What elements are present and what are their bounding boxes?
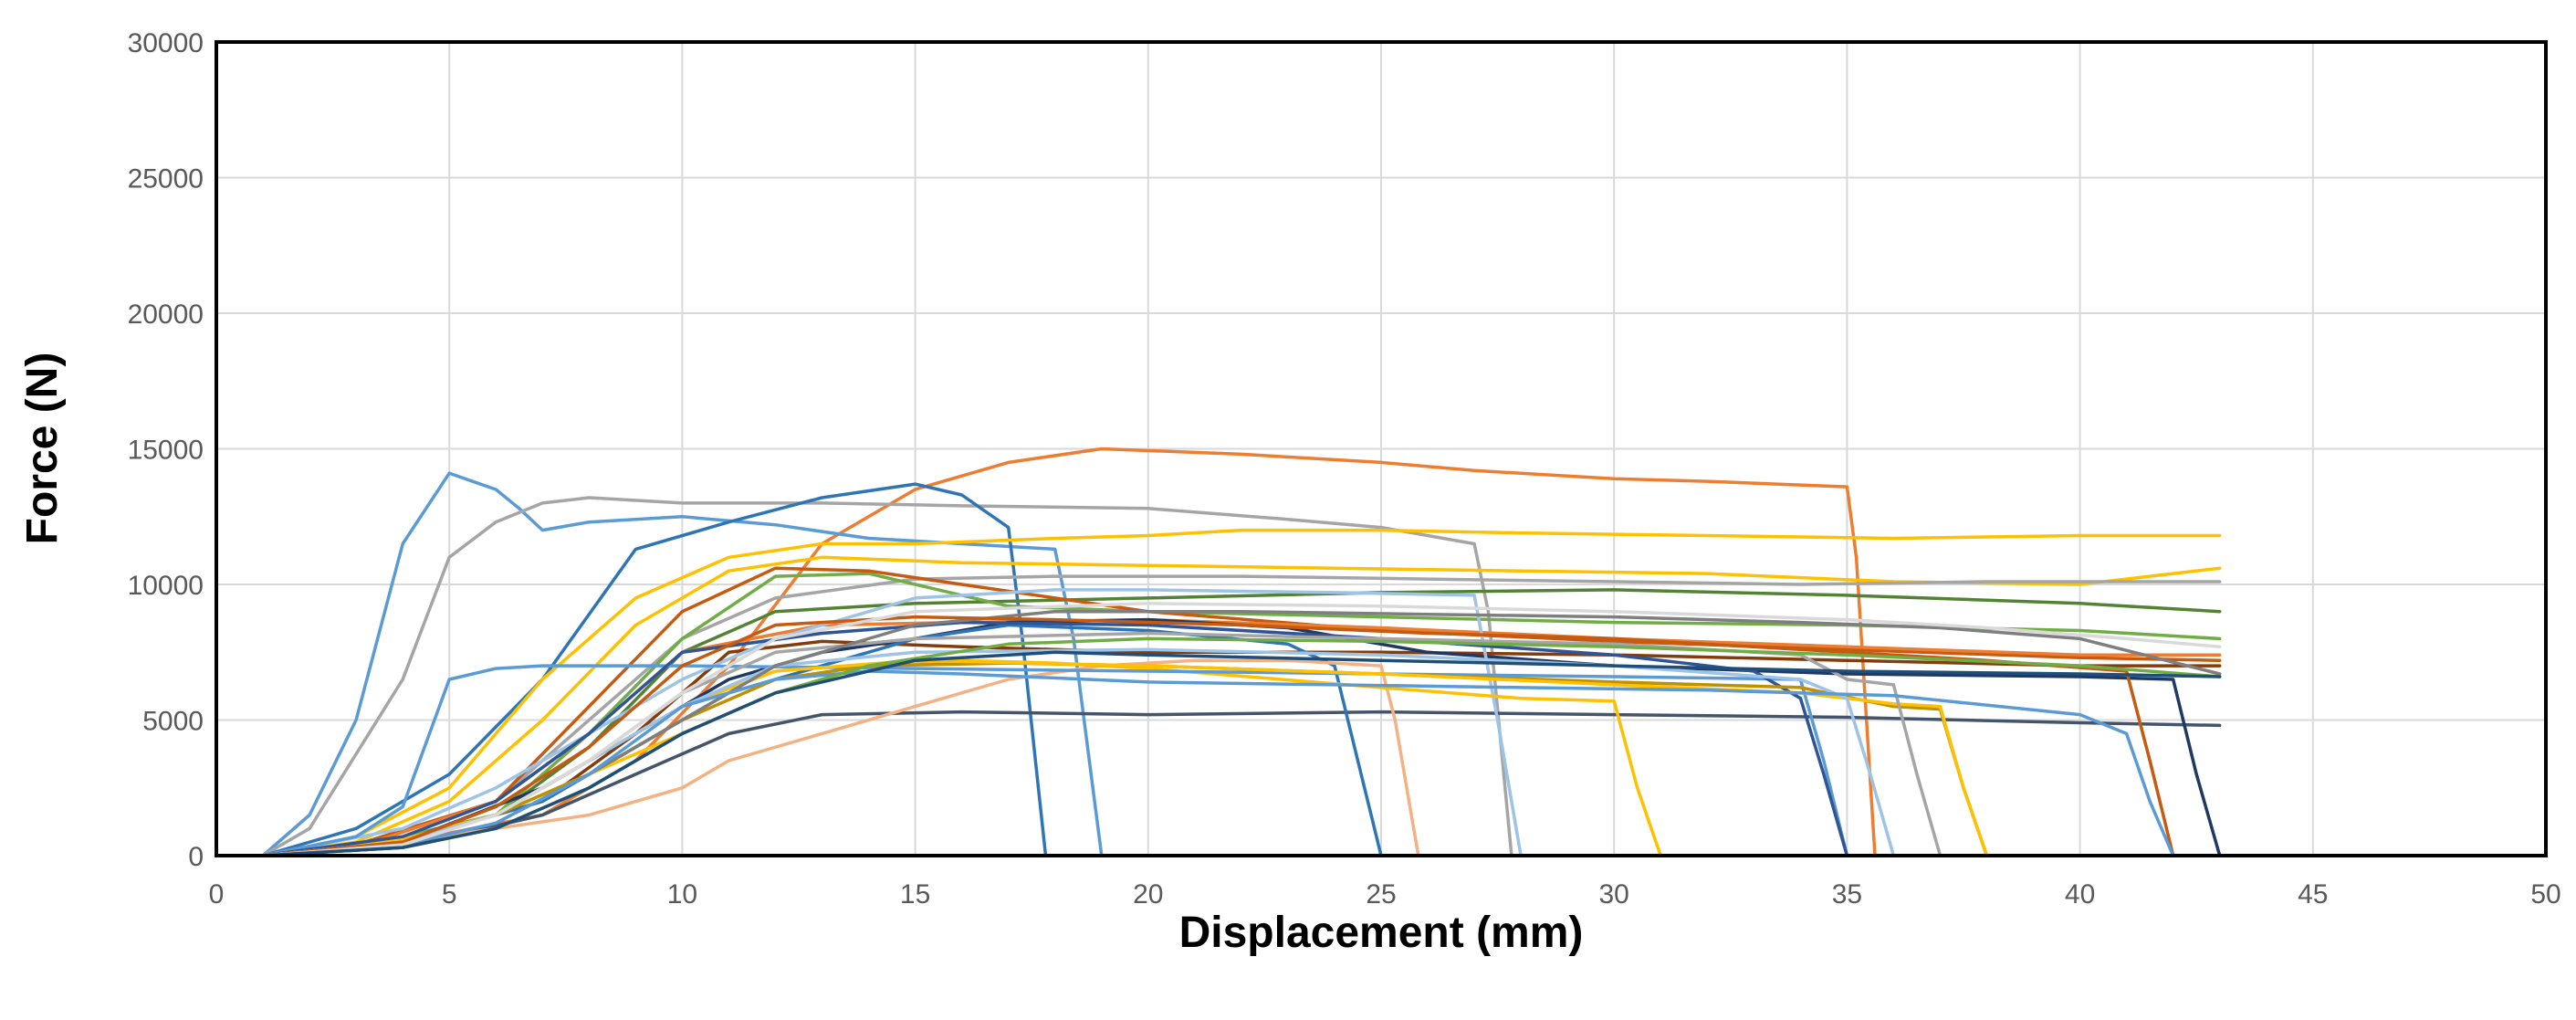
series-line-10 (261, 566, 2222, 857)
x-tick-label: 15 (900, 879, 930, 910)
y-axis-tick-labels: 0 5000 10000 15000 20000 25000 30000 (128, 28, 204, 872)
series-line-17 (261, 658, 1420, 857)
x-tick-label: 10 (667, 879, 697, 910)
y-tick-label: 0 (188, 842, 204, 872)
plot-area-frame (215, 40, 2548, 857)
y-tick-label: 10000 (128, 571, 204, 601)
y-tick-label: 20000 (128, 300, 204, 330)
series-line-3 (261, 496, 1513, 857)
y-tick-label: 25000 (128, 164, 204, 195)
series-line-18 (261, 658, 1662, 857)
series-line-6 (261, 555, 2222, 857)
series-line-30 (261, 650, 2222, 857)
series-line-5 (261, 528, 2222, 857)
y-tick-label: 30000 (128, 28, 204, 58)
x-tick-label: 45 (2298, 879, 2328, 910)
gridlines (216, 42, 2546, 856)
series-line-28 (261, 602, 2222, 857)
x-tick-label: 25 (1366, 879, 1396, 910)
series-line-13 (261, 710, 2222, 857)
series-line-2 (261, 471, 1104, 857)
y-axis-title: Force (N) (18, 352, 67, 545)
y-tick-label: 5000 (142, 707, 204, 737)
x-tick-label: 40 (2065, 879, 2095, 910)
x-tick-label: 30 (1599, 879, 1629, 910)
x-tick-label: 0 (209, 879, 225, 910)
series-line-4 (261, 482, 1048, 857)
series-line-16 (261, 588, 1523, 857)
x-tick-label: 5 (442, 879, 457, 910)
x-axis-tick-labels: 0 5 10 15 20 25 30 35 40 45 50 (209, 879, 2561, 910)
x-axis-title: Displacement (mm) (1179, 909, 1584, 957)
series-line-27 (261, 669, 2175, 857)
x-tick-label: 50 (2530, 879, 2560, 910)
x-tick-label: 20 (1133, 879, 1163, 910)
x-tick-label: 35 (1832, 879, 1862, 910)
y-tick-label: 15000 (128, 436, 204, 466)
